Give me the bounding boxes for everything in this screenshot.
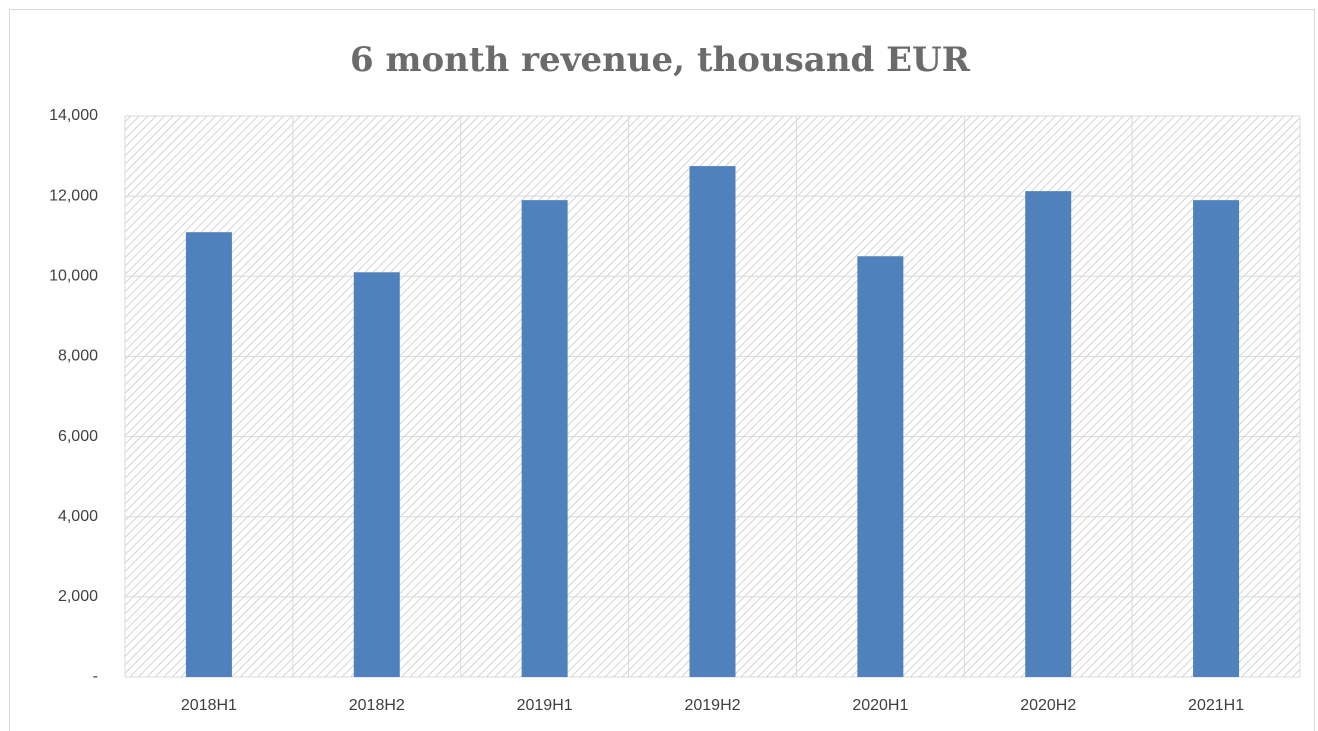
y-tick-label: 12,000 <box>49 187 98 204</box>
y-tick-label: - <box>93 668 98 685</box>
bar <box>521 200 568 677</box>
bar <box>1193 200 1240 677</box>
y-tick-label: 8,000 <box>58 348 98 365</box>
bar <box>353 272 400 677</box>
x-tick-label: 2019H2 <box>684 697 740 714</box>
bar <box>185 232 232 677</box>
chart-title: 6 month revenue, thousand EUR <box>350 40 971 80</box>
x-tick-label: 2018H2 <box>349 697 405 714</box>
x-tick-label: 2019H1 <box>517 697 573 714</box>
y-tick-label: 6,000 <box>58 428 98 445</box>
x-tick-label: 2020H1 <box>852 697 908 714</box>
x-tick-label: 2021H1 <box>1188 697 1244 714</box>
bar <box>689 166 736 677</box>
bar <box>857 256 904 677</box>
y-tick-label: 2,000 <box>58 588 98 605</box>
bar <box>1025 191 1072 678</box>
y-tick-label: 4,000 <box>58 508 98 525</box>
y-tick-label: 10,000 <box>49 268 98 285</box>
y-tick-label: 14,000 <box>49 107 98 124</box>
x-tick-label: 2018H1 <box>181 697 237 714</box>
x-tick-label: 2020H2 <box>1020 697 1076 714</box>
